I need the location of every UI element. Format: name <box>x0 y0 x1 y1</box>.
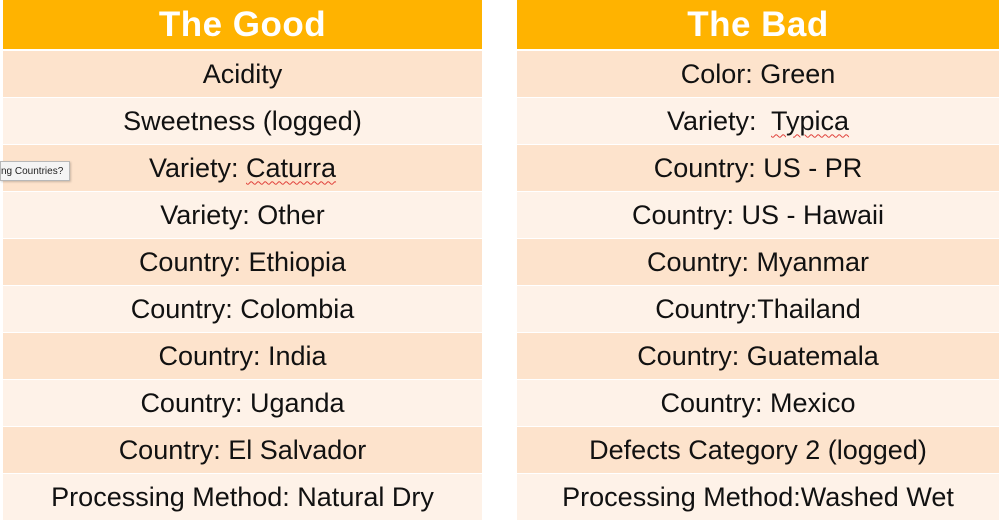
good-row-text: Country: Colombia <box>131 294 355 325</box>
good-row-label: Sweetness (logged) <box>123 105 362 136</box>
good-row-label: Country: El Salvador <box>118 434 367 465</box>
bad-table-row: Variety: Typica <box>517 98 999 145</box>
bad-row-label: Country: US - PR <box>653 152 863 183</box>
tooltip: ng Countries? <box>0 161 70 181</box>
good-row-text: Country: Uganda <box>140 388 344 419</box>
good-rows: Acidity Sweetness (logged) Variety: Caturr… <box>3 51 482 521</box>
bad-table-row: Country: Myanmar <box>517 239 999 286</box>
bad-row-label: Processing Method:Washed Wet <box>562 481 954 512</box>
bad-row-label: Country: Myanmar <box>646 246 870 277</box>
bad-row-text: Variety: Typica <box>667 106 849 137</box>
bad-row-label: Country: Mexico <box>660 387 856 418</box>
good-table-row: Country: Colombia <box>3 286 482 333</box>
good-header: The Good <box>3 0 482 51</box>
bad-rows: Color: Green Variety: Typica Country: US -… <box>517 51 999 521</box>
good-row-label: Country: Uganda <box>140 387 345 418</box>
good-table-row: Sweetness (logged) <box>3 98 482 145</box>
good-table-row: Country: Uganda <box>3 380 482 427</box>
bad-row-spellcheck-word: Typica <box>771 105 850 136</box>
good-table-row: Country: Ethiopia <box>3 239 482 286</box>
good-table-row: Variety: Caturra <box>3 145 482 192</box>
good-row-text: Processing Method: Natural Dry <box>51 482 434 513</box>
good-row-label: Country: Colombia <box>130 293 355 324</box>
bad-row-text: Defects Category 2 (logged) <box>589 435 927 466</box>
tooltip-text: ng Countries? <box>1 165 64 177</box>
good-row-label: Processing Method: Natural Dry <box>51 481 434 512</box>
good-table-row: Country: India <box>3 333 482 380</box>
good-table: The Good Acidity Sweetness (logged) Variet… <box>3 0 482 521</box>
good-row-text: Acidity <box>203 59 283 90</box>
bad-row-label: Country: Guatemala <box>637 340 879 371</box>
bad-row-label: Defects Category 2 (logged) <box>589 434 927 465</box>
bad-table-row: Country: Guatemala <box>517 333 999 380</box>
good-row-label: Country: Ethiopia <box>138 246 347 277</box>
good-row-label: Variety: <box>148 152 246 183</box>
bad-row-text: Country:Thailand <box>655 294 861 325</box>
bad-table-row: Country: US - Hawaii <box>517 192 999 239</box>
bad-row-text: Processing Method:Washed Wet <box>562 482 954 513</box>
bad-table-row: Color: Green <box>517 51 999 98</box>
bad-row-label: Color: Green <box>680 58 836 89</box>
good-row-text: Variety: Other <box>160 200 325 231</box>
good-row-spellcheck-word: Caturra <box>246 152 337 183</box>
bad-table-row: Defects Category 2 (logged) <box>517 427 999 474</box>
bad-table-row: Country: US - PR <box>517 145 999 192</box>
good-row-text: Country: India <box>158 341 326 372</box>
good-row-text: Sweetness (logged) <box>123 106 362 137</box>
bad-row-label: Country:Thailand <box>655 293 861 324</box>
good-row-label: Variety: Other <box>160 199 325 230</box>
bad-row-text: Country: US - PR <box>654 153 863 184</box>
good-table-row: Acidity <box>3 51 482 98</box>
good-table-row: Variety: Other <box>3 192 482 239</box>
bad-row-text: Country: US - Hawaii <box>632 200 884 231</box>
bad-table-row: Country: Mexico <box>517 380 999 427</box>
bad-table-row: Country:Thailand <box>517 286 999 333</box>
good-row-label: Acidity <box>202 58 283 89</box>
bad-row-text: Country: Guatemala <box>637 341 879 372</box>
bad-row-label: Variety: <box>666 105 771 136</box>
good-row-label: Country: India <box>158 340 327 371</box>
good-row-text: Variety: Caturra <box>149 153 336 184</box>
good-table-row: Processing Method: Natural Dry <box>3 474 482 521</box>
bad-row-text: Color: Green <box>681 59 836 90</box>
bad-row-text: Country: Myanmar <box>647 247 869 278</box>
bad-table-row: Processing Method:Washed Wet <box>517 474 999 521</box>
good-table-row: Country: El Salvador <box>3 427 482 474</box>
bad-table: The Bad Color: Green Variety: Typica Count… <box>517 0 999 521</box>
bad-row-text: Country: Mexico <box>660 388 855 419</box>
bad-header: The Bad <box>517 0 999 51</box>
bad-row-label: Country: US - Hawaii <box>631 199 885 230</box>
good-row-text: Country: Ethiopia <box>139 247 346 278</box>
good-row-text: Country: El Salvador <box>119 435 367 466</box>
